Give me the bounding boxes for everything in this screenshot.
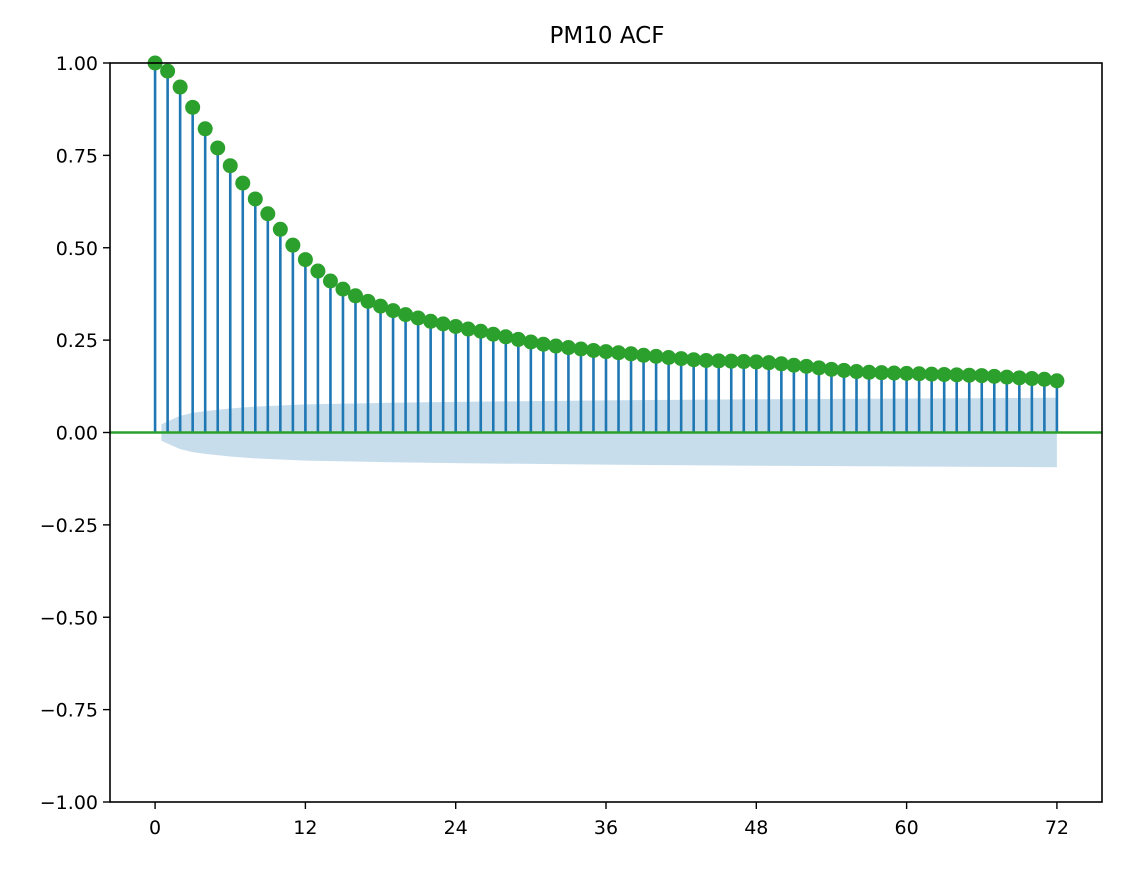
acf-point xyxy=(573,341,589,357)
acf-point xyxy=(886,365,902,381)
acf-point xyxy=(160,63,176,79)
acf-point xyxy=(698,352,714,368)
acf-point xyxy=(748,354,764,370)
acf-point xyxy=(297,252,313,268)
acf-point xyxy=(911,366,927,382)
acf-point xyxy=(473,323,489,339)
acf-point xyxy=(836,362,852,378)
acf-point xyxy=(686,352,702,368)
acf-point xyxy=(197,121,213,137)
acf-point xyxy=(974,368,990,384)
acf-point xyxy=(823,361,839,377)
acf-point xyxy=(1049,373,1065,389)
acf-point xyxy=(423,313,439,329)
y-tick-label: 1.00 xyxy=(56,53,98,75)
acf-point xyxy=(460,321,476,337)
x-tick-label: 60 xyxy=(895,817,919,839)
y-tick-label: −0.75 xyxy=(40,700,98,722)
x-tick-label: 72 xyxy=(1045,817,1069,839)
acf-point xyxy=(360,293,376,309)
acf-point xyxy=(435,316,451,332)
acf-point xyxy=(736,354,752,370)
y-tick-label: 0.25 xyxy=(56,330,98,352)
acf-point xyxy=(410,310,426,326)
acf-point xyxy=(798,358,814,374)
acf-point xyxy=(861,364,877,380)
acf-point xyxy=(1011,370,1027,386)
acf-point xyxy=(523,334,539,350)
y-tick-label: −1.00 xyxy=(40,792,98,814)
acf-point xyxy=(874,365,890,381)
acf-point xyxy=(285,237,301,253)
y-tick-label: −0.25 xyxy=(40,515,98,537)
y-tick-label: 0.75 xyxy=(56,145,98,167)
axes: 1.00 0.75 0.50 0.25 0.00 −0.25 −0.50 −0.75 −1.00… xyxy=(40,53,1103,839)
acf-point xyxy=(585,342,601,358)
acf-point xyxy=(899,365,915,381)
x-tick-label: 48 xyxy=(744,817,768,839)
acf-point xyxy=(398,307,414,323)
acf-point xyxy=(222,158,238,174)
y-tick-label: 0.50 xyxy=(56,238,98,260)
acf-point xyxy=(936,366,952,382)
x-tick-label: 24 xyxy=(444,817,468,839)
acf-point xyxy=(924,366,940,382)
acf-point xyxy=(510,331,526,347)
acf-point xyxy=(548,338,564,354)
acf-point xyxy=(1036,371,1052,387)
acf-point xyxy=(485,326,501,342)
acf-point xyxy=(260,206,276,222)
acf-point xyxy=(961,367,977,383)
acf-point xyxy=(185,99,201,115)
acf-point xyxy=(247,191,263,207)
acf-point xyxy=(335,281,351,297)
acf-point xyxy=(448,318,464,334)
acf-point xyxy=(322,273,338,289)
chart-title: PM10 ACF xyxy=(550,23,665,49)
acf-point xyxy=(786,357,802,373)
y-tick-label: −0.50 xyxy=(40,607,98,629)
x-tick-label: 36 xyxy=(594,817,618,839)
acf-point xyxy=(373,298,389,314)
acf-point xyxy=(673,351,689,367)
acf-point xyxy=(598,344,614,360)
x-tick-label: 12 xyxy=(293,817,317,839)
acf-point xyxy=(210,140,226,156)
acf-point xyxy=(849,364,865,380)
acf-point xyxy=(172,79,188,95)
acf-point xyxy=(648,348,664,364)
acf-point xyxy=(611,345,627,361)
acf-point xyxy=(773,356,789,372)
acf-point xyxy=(272,221,288,237)
acf-point xyxy=(711,353,727,369)
plot-area xyxy=(110,55,1102,468)
acf-point xyxy=(761,355,777,371)
acf-point xyxy=(723,353,739,369)
acf-point xyxy=(498,329,514,345)
acf-point xyxy=(560,340,576,356)
y-tick-label: 0.00 xyxy=(56,423,98,445)
acf-point xyxy=(986,368,1002,384)
acf-point xyxy=(661,349,677,365)
acf-point xyxy=(235,175,251,191)
acf-point xyxy=(535,336,551,352)
acf-point xyxy=(1024,371,1040,387)
acf-point xyxy=(811,360,827,376)
acf-point xyxy=(623,346,639,362)
acf-point xyxy=(347,288,363,304)
acf-point xyxy=(636,347,652,363)
acf-point xyxy=(385,303,401,319)
acf-point xyxy=(999,369,1015,385)
acf-point xyxy=(310,263,326,279)
acf-point xyxy=(949,367,965,383)
x-tick-label: 0 xyxy=(149,817,161,839)
